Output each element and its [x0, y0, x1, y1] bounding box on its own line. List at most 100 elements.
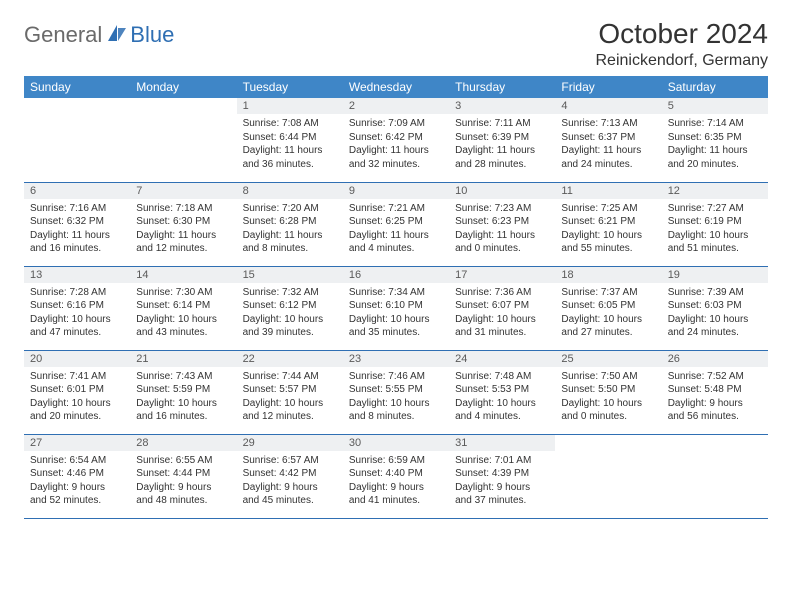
daylight-text: Daylight: 11 hours and 20 minutes. [668, 144, 762, 171]
sunrise-text: Sunrise: 7:50 AM [561, 370, 655, 384]
calendar-day-cell [555, 434, 661, 518]
day-details: Sunrise: 6:55 AMSunset: 4:44 PMDaylight:… [130, 451, 236, 512]
daylight-text: Daylight: 10 hours and 0 minutes. [561, 397, 655, 424]
calendar-day-cell [662, 434, 768, 518]
sunrise-text: Sunrise: 7:32 AM [243, 286, 337, 300]
daylight-text: Daylight: 9 hours and 37 minutes. [455, 481, 549, 508]
day-header: Tuesday [237, 76, 343, 98]
logo-text-blue: Blue [130, 22, 174, 48]
sail-icon [106, 23, 128, 48]
day-details: Sunrise: 7:37 AMSunset: 6:05 PMDaylight:… [555, 283, 661, 344]
sunset-text: Sunset: 6:21 PM [561, 215, 655, 229]
day-details: Sunrise: 7:36 AMSunset: 6:07 PMDaylight:… [449, 283, 555, 344]
daylight-text: Daylight: 10 hours and 27 minutes. [561, 313, 655, 340]
daylight-text: Daylight: 10 hours and 43 minutes. [136, 313, 230, 340]
day-header: Saturday [662, 76, 768, 98]
calendar-day-cell: 10Sunrise: 7:23 AMSunset: 6:23 PMDayligh… [449, 182, 555, 266]
day-number: 13 [24, 267, 130, 283]
sunset-text: Sunset: 6:07 PM [455, 299, 549, 313]
day-details: Sunrise: 7:44 AMSunset: 5:57 PMDaylight:… [237, 367, 343, 428]
calendar-day-cell: 8Sunrise: 7:20 AMSunset: 6:28 PMDaylight… [237, 182, 343, 266]
daylight-text: Daylight: 10 hours and 35 minutes. [349, 313, 443, 340]
day-header-row: Sunday Monday Tuesday Wednesday Thursday… [24, 76, 768, 98]
day-header: Sunday [24, 76, 130, 98]
sunset-text: Sunset: 5:57 PM [243, 383, 337, 397]
calendar-day-cell: 26Sunrise: 7:52 AMSunset: 5:48 PMDayligh… [662, 350, 768, 434]
calendar-day-cell: 24Sunrise: 7:48 AMSunset: 5:53 PMDayligh… [449, 350, 555, 434]
sunset-text: Sunset: 6:01 PM [30, 383, 124, 397]
daylight-text: Daylight: 11 hours and 24 minutes. [561, 144, 655, 171]
calendar-week-row: 13Sunrise: 7:28 AMSunset: 6:16 PMDayligh… [24, 266, 768, 350]
location-label: Reinickendorf, Germany [595, 52, 768, 70]
sunset-text: Sunset: 6:10 PM [349, 299, 443, 313]
calendar-day-cell: 22Sunrise: 7:44 AMSunset: 5:57 PMDayligh… [237, 350, 343, 434]
logo-text-general: General [24, 22, 102, 48]
sunrise-text: Sunrise: 6:55 AM [136, 454, 230, 468]
sunrise-text: Sunrise: 7:23 AM [455, 202, 549, 216]
daylight-text: Daylight: 9 hours and 52 minutes. [30, 481, 124, 508]
sunrise-text: Sunrise: 7:13 AM [561, 117, 655, 131]
day-number: 8 [237, 183, 343, 199]
day-number: 22 [237, 351, 343, 367]
sunrise-text: Sunrise: 7:21 AM [349, 202, 443, 216]
day-number: 10 [449, 183, 555, 199]
month-title: October 2024 [595, 18, 768, 50]
sunset-text: Sunset: 6:14 PM [136, 299, 230, 313]
day-number: 11 [555, 183, 661, 199]
sunset-text: Sunset: 6:39 PM [455, 131, 549, 145]
calendar-day-cell: 19Sunrise: 7:39 AMSunset: 6:03 PMDayligh… [662, 266, 768, 350]
calendar-day-cell: 14Sunrise: 7:30 AMSunset: 6:14 PMDayligh… [130, 266, 236, 350]
daylight-text: Daylight: 10 hours and 12 minutes. [243, 397, 337, 424]
sunrise-text: Sunrise: 7:18 AM [136, 202, 230, 216]
calendar-day-cell: 3Sunrise: 7:11 AMSunset: 6:39 PMDaylight… [449, 98, 555, 182]
sunset-text: Sunset: 6:37 PM [561, 131, 655, 145]
daylight-text: Daylight: 10 hours and 47 minutes. [30, 313, 124, 340]
sunrise-text: Sunrise: 7:11 AM [455, 117, 549, 131]
calendar-week-row: 1Sunrise: 7:08 AMSunset: 6:44 PMDaylight… [24, 98, 768, 182]
calendar-day-cell: 5Sunrise: 7:14 AMSunset: 6:35 PMDaylight… [662, 98, 768, 182]
calendar-day-cell: 1Sunrise: 7:08 AMSunset: 6:44 PMDaylight… [237, 98, 343, 182]
day-details: Sunrise: 7:01 AMSunset: 4:39 PMDaylight:… [449, 451, 555, 512]
sunrise-text: Sunrise: 7:28 AM [30, 286, 124, 300]
calendar-page: General Blue October 2024 Reinickendorf,… [0, 0, 792, 537]
day-details: Sunrise: 7:21 AMSunset: 6:25 PMDaylight:… [343, 199, 449, 260]
day-number: 31 [449, 435, 555, 451]
daylight-text: Daylight: 11 hours and 12 minutes. [136, 229, 230, 256]
calendar-day-cell: 18Sunrise: 7:37 AMSunset: 6:05 PMDayligh… [555, 266, 661, 350]
day-details: Sunrise: 7:08 AMSunset: 6:44 PMDaylight:… [237, 114, 343, 175]
day-number: 17 [449, 267, 555, 283]
daylight-text: Daylight: 11 hours and 8 minutes. [243, 229, 337, 256]
sunrise-text: Sunrise: 7:14 AM [668, 117, 762, 131]
day-details: Sunrise: 7:43 AMSunset: 5:59 PMDaylight:… [130, 367, 236, 428]
day-details: Sunrise: 7:25 AMSunset: 6:21 PMDaylight:… [555, 199, 661, 260]
daylight-text: Daylight: 11 hours and 36 minutes. [243, 144, 337, 171]
daylight-text: Daylight: 10 hours and 55 minutes. [561, 229, 655, 256]
calendar-day-cell [24, 98, 130, 182]
sunrise-text: Sunrise: 7:44 AM [243, 370, 337, 384]
sunset-text: Sunset: 6:30 PM [136, 215, 230, 229]
brand-logo: General Blue [24, 22, 174, 48]
daylight-text: Daylight: 11 hours and 16 minutes. [30, 229, 124, 256]
sunrise-text: Sunrise: 7:43 AM [136, 370, 230, 384]
sunset-text: Sunset: 6:23 PM [455, 215, 549, 229]
sunset-text: Sunset: 6:05 PM [561, 299, 655, 313]
day-number: 2 [343, 98, 449, 114]
day-number [130, 98, 236, 102]
day-details: Sunrise: 7:46 AMSunset: 5:55 PMDaylight:… [343, 367, 449, 428]
day-number: 30 [343, 435, 449, 451]
sunrise-text: Sunrise: 7:27 AM [668, 202, 762, 216]
calendar-day-cell: 12Sunrise: 7:27 AMSunset: 6:19 PMDayligh… [662, 182, 768, 266]
day-header: Thursday [449, 76, 555, 98]
day-details: Sunrise: 7:32 AMSunset: 6:12 PMDaylight:… [237, 283, 343, 344]
sunset-text: Sunset: 4:44 PM [136, 467, 230, 481]
sunset-text: Sunset: 6:44 PM [243, 131, 337, 145]
day-number [662, 435, 768, 439]
sunrise-text: Sunrise: 6:57 AM [243, 454, 337, 468]
calendar-day-cell: 16Sunrise: 7:34 AMSunset: 6:10 PMDayligh… [343, 266, 449, 350]
calendar-day-cell: 30Sunrise: 6:59 AMSunset: 4:40 PMDayligh… [343, 434, 449, 518]
daylight-text: Daylight: 11 hours and 4 minutes. [349, 229, 443, 256]
sunrise-text: Sunrise: 7:46 AM [349, 370, 443, 384]
calendar-day-cell: 31Sunrise: 7:01 AMSunset: 4:39 PMDayligh… [449, 434, 555, 518]
day-details: Sunrise: 7:18 AMSunset: 6:30 PMDaylight:… [130, 199, 236, 260]
calendar-day-cell: 23Sunrise: 7:46 AMSunset: 5:55 PMDayligh… [343, 350, 449, 434]
